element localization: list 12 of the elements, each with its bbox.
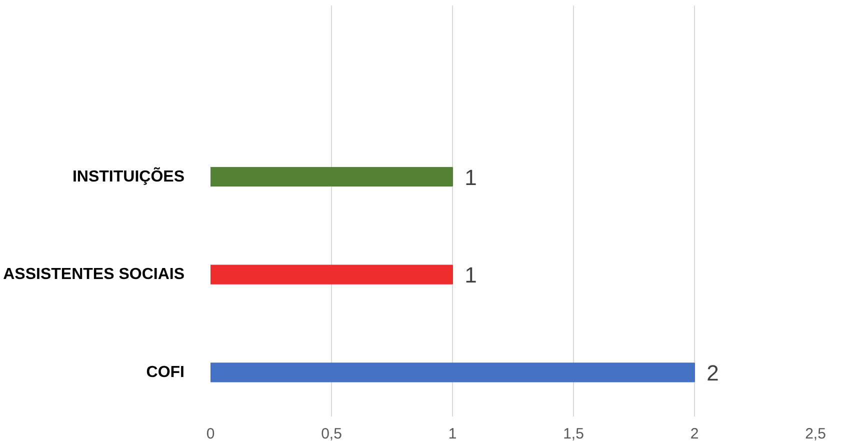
data-label: 2 [706, 360, 719, 386]
x-tick-label: 1 [448, 426, 457, 441]
x-tick-label: 0 [206, 426, 215, 441]
x-tick-label: 0,5 [321, 426, 342, 441]
x-tick-label: 1,5 [563, 426, 584, 441]
x-tick-label: 2 [690, 426, 699, 441]
y-tick-label: COFI [146, 364, 184, 381]
x-tick-label: 2,5 [805, 426, 826, 441]
data-label: 1 [464, 262, 477, 288]
data-label: 1 [464, 164, 477, 190]
y-tick-label: INSTITUIÇÕES [72, 166, 185, 186]
y-tick-label: ASSISTENTES SOCIAIS [3, 266, 185, 284]
